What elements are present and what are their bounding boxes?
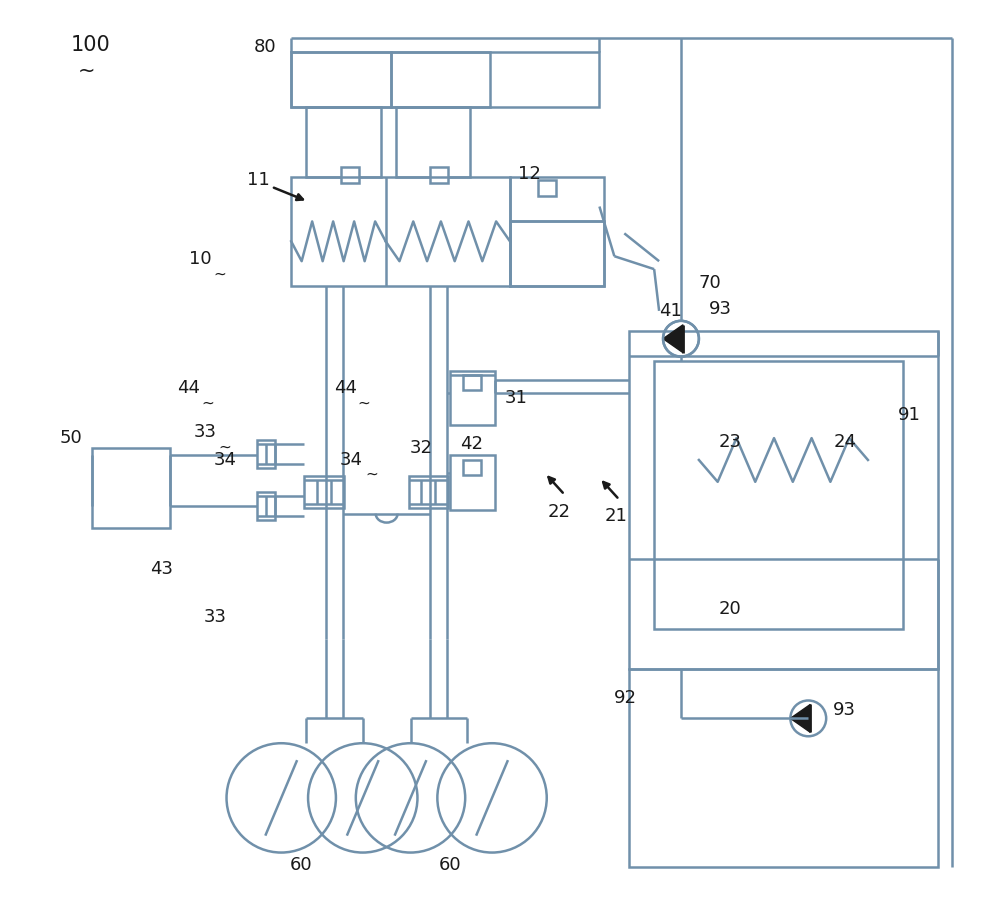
Text: 34: 34 [340,451,363,469]
Bar [510,176,604,286]
Bar [257,492,275,520]
Text: 24: 24 [833,433,856,451]
Bar [291,176,510,286]
Text: 43: 43 [150,560,173,578]
Text: 42: 42 [460,435,483,453]
Bar [538,180,556,195]
Text: 41: 41 [659,302,682,320]
Text: ~: ~ [202,395,214,411]
Text: 32: 32 [409,439,432,457]
Bar [257,440,275,468]
Text: 20: 20 [719,600,742,618]
Text: 100: 100 [70,35,110,55]
Bar [409,476,448,507]
Bar [306,107,381,176]
Bar [450,371,495,425]
Text: 44: 44 [177,379,200,397]
Bar [450,455,495,510]
Text: 93: 93 [833,702,856,719]
Text: 11: 11 [247,171,269,189]
Bar [391,53,490,107]
Bar [430,166,448,183]
Text: ~: ~ [219,440,231,454]
Text: 22: 22 [548,503,571,521]
Text: 33: 33 [194,423,217,441]
Bar [629,669,938,867]
Bar [304,476,344,507]
Bar [291,53,391,107]
Text: 50: 50 [60,429,82,447]
Polygon shape [790,704,810,733]
Bar [396,107,470,176]
Text: 91: 91 [898,406,921,425]
Text: ~: ~ [358,395,371,411]
Text: 92: 92 [614,690,637,707]
Text: 34: 34 [213,451,236,469]
Text: 93: 93 [709,300,732,318]
Text: 70: 70 [699,274,722,292]
Bar [629,331,938,669]
Text: 23: 23 [719,433,742,451]
Bar [510,222,604,286]
Text: 44: 44 [334,379,357,397]
Text: 80: 80 [254,37,276,55]
Bar [463,460,481,474]
Text: 12: 12 [518,165,541,183]
Bar [463,375,481,390]
Bar [341,166,359,183]
Text: 21: 21 [604,506,627,524]
Text: ~: ~ [77,60,95,80]
Polygon shape [663,325,683,353]
Text: 60: 60 [439,856,462,874]
Text: 10: 10 [189,250,212,268]
Text: 60: 60 [290,856,312,874]
Text: ~: ~ [214,266,226,282]
Text: 33: 33 [204,608,227,626]
Text: ~: ~ [366,466,378,482]
Text: 31: 31 [505,389,528,407]
Bar [291,53,599,107]
Bar [654,361,903,629]
Bar [92,448,170,527]
